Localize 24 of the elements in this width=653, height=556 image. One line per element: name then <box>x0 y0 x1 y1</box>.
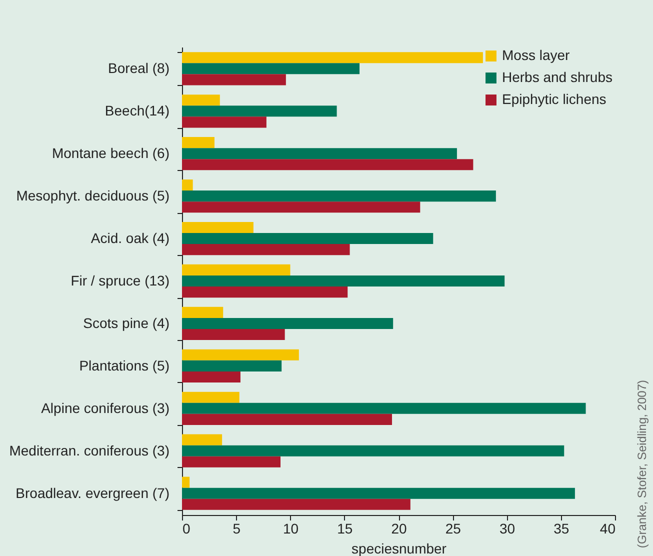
y-tick-label: Montane beech (6) <box>52 145 170 162</box>
legend-label: Moss layer <box>502 47 570 63</box>
y-tick-label: Mesophyt. deciduous (5) <box>16 188 170 204</box>
legend-label: Herbs and shrubs <box>502 69 613 85</box>
text: (Granke, Stofer, Seidling, 2007) <box>635 380 649 548</box>
x-tick-label: 35 <box>554 520 570 536</box>
y-tick-label: Plantations (5) <box>79 357 170 374</box>
y-tick-label: Alpine coniferous (3) <box>41 400 170 416</box>
y-tick-label: Mediterran. coniferous (3) <box>9 442 170 458</box>
y-tick-label: Beech(14) <box>104 102 170 119</box>
x-tick-label: 15 <box>337 520 353 536</box>
y-tick-label: Boreal (8) <box>108 60 170 76</box>
y-tick-label: Fir / spruce (13) <box>70 272 170 288</box>
y-tick-label: Acid. oak (4) <box>90 230 170 246</box>
legend-label: Epiphytic lichens <box>502 91 606 107</box>
x-tick-label: 40 <box>600 520 616 536</box>
x-tick-label: 20 <box>391 520 407 536</box>
y-tick-label: Broadleav. evergreen (7) <box>16 484 170 501</box>
x-tick-label: 25 <box>445 520 462 536</box>
x-tick-label: 0 <box>182 520 190 536</box>
x-tick-label: 30 <box>499 520 516 536</box>
x-tick-label: 10 <box>282 520 299 536</box>
y-tick-label: Scots pine (4) <box>83 314 170 331</box>
x-tick-label: 5 <box>232 520 241 536</box>
